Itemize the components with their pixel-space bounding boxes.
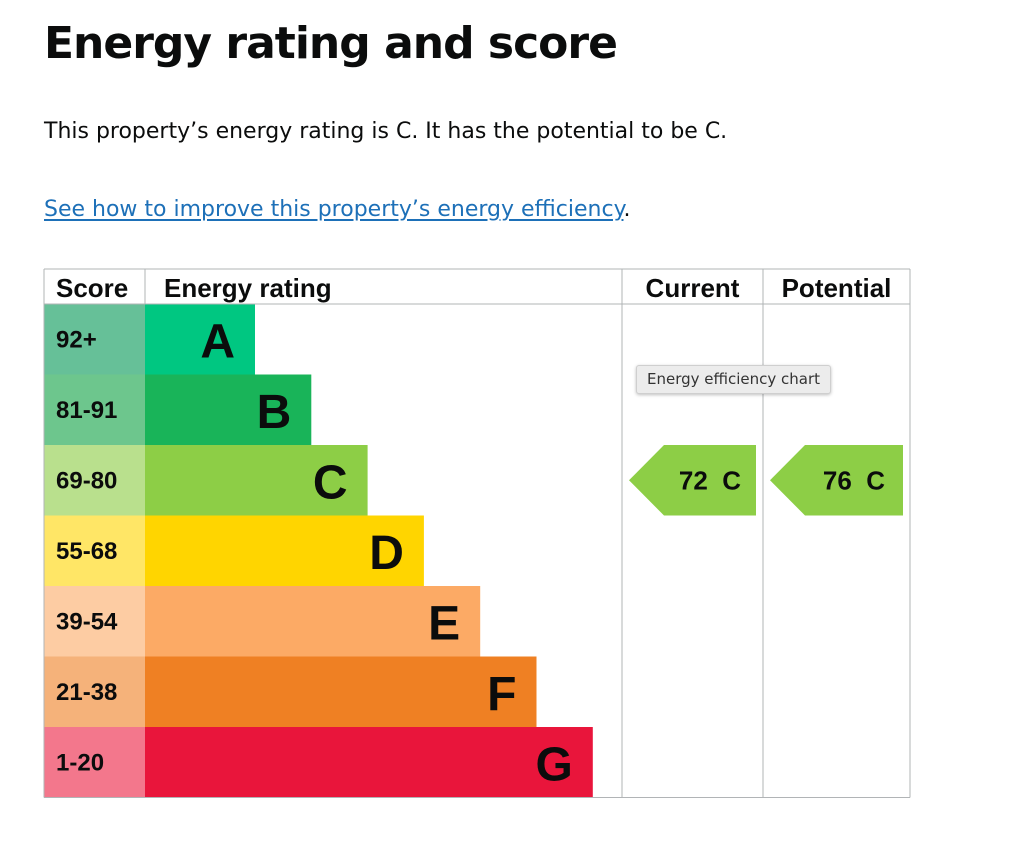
score-cell [44, 374, 145, 446]
score-range-label: 39-54 [56, 608, 118, 635]
improve-efficiency-paragraph: See how to improve this property’s energ… [44, 194, 630, 226]
rating-letter: B [257, 386, 292, 439]
energy-rating-column-header: Energy rating [164, 273, 332, 303]
score-range-label: 55-68 [56, 538, 117, 565]
rating-bar [145, 656, 537, 728]
rating-letter: G [535, 738, 572, 791]
rating-letter: E [428, 597, 460, 650]
score-column-header: Score [56, 273, 128, 303]
improve-efficiency-link[interactable]: See how to improve this property’s energ… [44, 197, 624, 222]
link-suffix: . [623, 197, 631, 222]
rating-letter: C [313, 456, 348, 509]
rating-bar [145, 586, 481, 657]
score-cell [44, 445, 145, 516]
current-arrow [629, 445, 756, 516]
score-cell [44, 727, 145, 798]
potential-arrow [770, 445, 903, 516]
score-cell [44, 515, 145, 587]
score-range-label: 81-91 [56, 397, 117, 424]
rating-bar [145, 515, 424, 587]
potential-column-header: Potential [782, 273, 892, 303]
rating-letter: A [200, 315, 235, 368]
rating-letter: D [369, 527, 404, 580]
rating-bar [145, 374, 312, 446]
score-range-label: 92+ [56, 326, 97, 353]
page-title: Energy rating and score [44, 18, 618, 69]
chart-tooltip: Energy efficiency chart [636, 365, 832, 394]
score-cell [44, 304, 145, 375]
score-range-label: 1-20 [56, 749, 104, 776]
rating-bar [145, 304, 255, 375]
rating-summary: This property’s energy rating is C. It h… [44, 119, 728, 144]
rating-bar [145, 445, 368, 516]
score-cell [44, 586, 145, 657]
score-range-label: 21-38 [56, 679, 117, 706]
current-column-header: Current [646, 273, 740, 303]
rating-bar [145, 727, 593, 798]
potential-rating-label: 76 C [823, 465, 885, 495]
score-cell [44, 656, 145, 728]
score-range-label: 69-80 [56, 467, 117, 494]
rating-letter: F [487, 668, 516, 721]
current-rating-label: 72 C [679, 465, 741, 495]
